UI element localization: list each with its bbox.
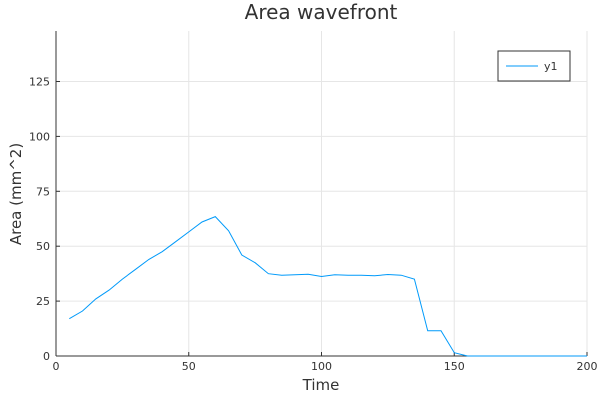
- legend-entry-y1: y1: [544, 60, 558, 73]
- x-tick-label-200: 200: [577, 360, 598, 373]
- grid: [56, 31, 588, 356]
- x-axis-label: Time: [302, 376, 340, 394]
- x-tick-label-100: 100: [311, 360, 332, 373]
- y-tick-label-100: 100: [29, 130, 50, 143]
- series-line-y1: [69, 216, 587, 357]
- y-tick-label-50: 50: [36, 240, 50, 253]
- chart-title: Area wavefront: [245, 0, 398, 24]
- y-tick-label-125: 125: [29, 76, 50, 89]
- y-tick-label-25: 25: [36, 295, 50, 308]
- x-tick-label-50: 50: [182, 360, 196, 373]
- x-tick-label-150: 150: [444, 360, 465, 373]
- y-tick-label-0: 0: [43, 350, 50, 363]
- x-tick-label-0: 0: [53, 360, 60, 373]
- ticks: 0 50 100 150 200 0 25 50 75 100 125: [29, 76, 598, 373]
- y-tick-label-75: 75: [36, 185, 50, 198]
- legend: y1: [497, 50, 571, 82]
- series-layer: [69, 216, 587, 357]
- y-axis-label: Area (mm^2): [7, 143, 25, 245]
